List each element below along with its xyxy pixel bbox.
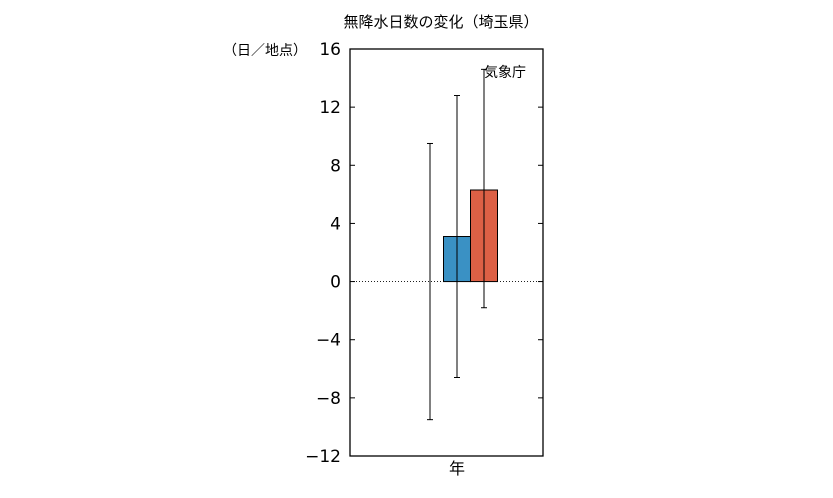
plot-frame	[349, 48, 544, 457]
source-annotation: 気象庁	[484, 65, 526, 81]
y-tick-label: 0	[330, 273, 341, 293]
bars-group	[443, 189, 498, 283]
y-tick-label: −4	[316, 331, 341, 351]
x-category-label: 年	[449, 459, 465, 478]
y-tick-label: −8	[316, 389, 341, 409]
y-axis-unit-label: （日／地点）	[223, 43, 307, 59]
y-axis: 16 12 8 4 0 −4 −8 −12	[305, 40, 543, 467]
y-tick-label: 12	[319, 98, 341, 118]
chart-title: 無降水日数の変化（埼玉県）	[343, 13, 538, 31]
error-bars-group	[427, 68, 487, 421]
y-tick-label: −12	[305, 447, 341, 467]
y-tick-label: 8	[330, 156, 341, 176]
y-tick-label: 4	[330, 214, 341, 234]
y-tick-label: 16	[319, 40, 341, 60]
